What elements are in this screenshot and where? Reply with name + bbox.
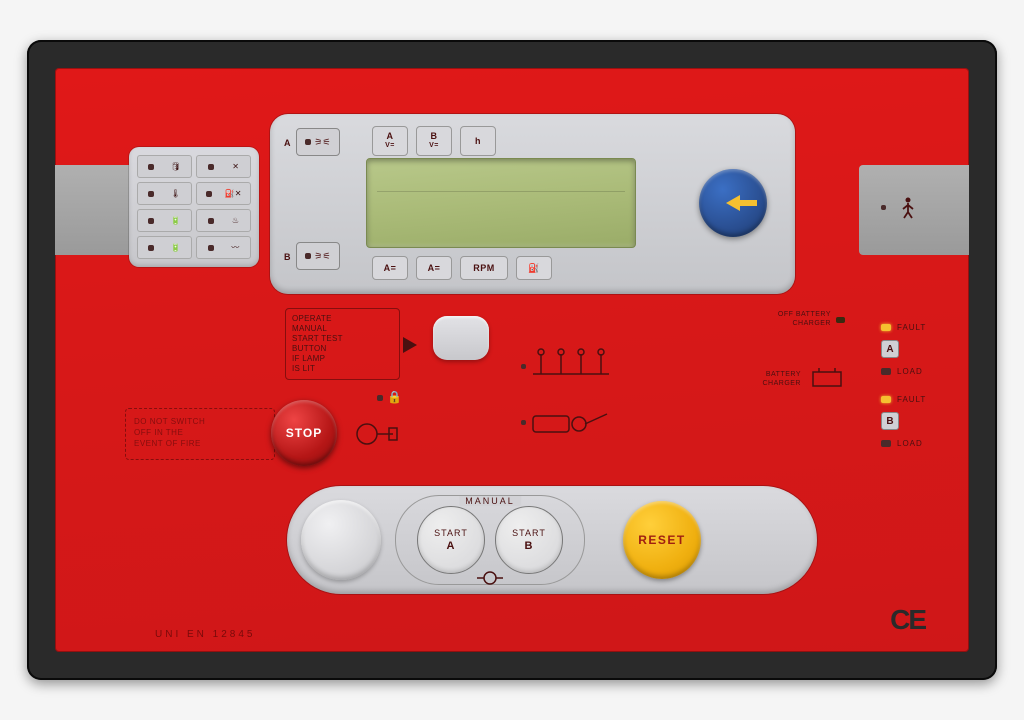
start-a-button[interactable]: START A bbox=[417, 506, 485, 574]
selector-knob[interactable] bbox=[301, 500, 381, 580]
heater-icon: ♨ bbox=[196, 209, 251, 232]
pump-valve-icon bbox=[351, 414, 399, 452]
battery-b-icon: ⚞⚟ bbox=[296, 242, 340, 270]
amps-b-icon: A= bbox=[416, 256, 452, 280]
batt-b-volts-icon: BV= bbox=[416, 126, 452, 156]
operate-l2: MANUAL bbox=[292, 324, 393, 334]
ce-mark: CE bbox=[890, 604, 925, 636]
lcd-bottom-row: A= A= RPM ⛽ bbox=[372, 256, 552, 280]
fuel-x-icon: ⛽✕ bbox=[196, 182, 251, 205]
manual-title: MANUAL bbox=[459, 496, 521, 506]
status-a-badge: A bbox=[881, 340, 899, 358]
load-b-led bbox=[881, 440, 891, 447]
top-section: 🛢 ✕ 🌡 ⛽✕ 🔋 ♨ 🔋 〰 A ⚞⚟ B ⚞⚟ AV= bbox=[55, 120, 969, 260]
engine-icon bbox=[531, 408, 611, 438]
load-b-label: LOAD bbox=[897, 439, 923, 448]
manual-pump-icon bbox=[475, 568, 505, 586]
lock-icon: 🔒 bbox=[377, 390, 402, 404]
lcd-display bbox=[366, 158, 636, 248]
oil-low-icon: 🛢 bbox=[137, 155, 192, 178]
operate-l3: START TEST bbox=[292, 334, 393, 344]
indicator-led-grid: 🛢 ✕ 🌡 ⛽✕ 🔋 ♨ 🔋 〰 bbox=[129, 147, 259, 267]
battery-charger-icon bbox=[811, 366, 845, 390]
operate-l6: IS LIT bbox=[292, 364, 393, 374]
fault-b-led bbox=[881, 396, 891, 403]
operate-instruction-box: OPERATE MANUAL START TEST BUTTON IF LAMP… bbox=[285, 308, 400, 380]
battery-charger-label: BATTERYCHARGER bbox=[762, 370, 801, 388]
off-battery-charger-led bbox=[836, 317, 845, 323]
battery2-icon: 🔋 bbox=[137, 236, 192, 259]
fault-a-led bbox=[881, 324, 891, 331]
load-a-led bbox=[881, 368, 891, 375]
battery-a-icon: ⚞⚟ bbox=[296, 128, 340, 156]
battery-b-label: B bbox=[284, 252, 291, 262]
device-bezel: 🛢 ✕ 🌡 ⛽✕ 🔋 ♨ 🔋 〰 A ⚞⚟ B ⚞⚟ AV= bbox=[27, 40, 997, 680]
manual-start-group: MANUAL START A START B bbox=[395, 495, 585, 585]
reset-label: RESET bbox=[638, 533, 686, 547]
amps-a-icon: A= bbox=[372, 256, 408, 280]
operate-l5: IF LAMP bbox=[292, 354, 393, 364]
stop-button[interactable]: STOP bbox=[271, 400, 337, 466]
start-b-button[interactable]: START B bbox=[495, 506, 563, 574]
lcd-module: A ⚞⚟ B ⚞⚟ AV= BV= h A= A= RPM ⛽ bbox=[270, 114, 795, 294]
off-battery-charger-label: OFF BATTERYCHARGER bbox=[778, 310, 831, 328]
hours-icon: h bbox=[460, 126, 496, 156]
sprinkler-manifold-icon bbox=[531, 348, 611, 382]
stop-label: STOP bbox=[286, 426, 322, 440]
sprinkler-led bbox=[521, 364, 526, 369]
panel-face: 🛢 ✕ 🌡 ⛽✕ 🔋 ♨ 🔋 〰 A ⚞⚟ B ⚞⚟ AV= bbox=[55, 68, 969, 652]
standard-label: UNI EN 12845 bbox=[155, 629, 255, 640]
warn-l1: DO NOT SWITCH bbox=[134, 416, 266, 427]
engine-led bbox=[521, 420, 526, 425]
battery-a-label: A bbox=[284, 138, 291, 148]
rpm-icon: RPM bbox=[460, 256, 508, 280]
operate-l4: BUTTON bbox=[292, 344, 393, 354]
coil-icon: 〰 bbox=[196, 236, 251, 259]
arrow-right-icon bbox=[403, 337, 417, 353]
person-led bbox=[881, 205, 886, 210]
battery-status-stack: FAULT A LOAD FAULT B LOAD bbox=[881, 316, 935, 454]
load-a-label: LOAD bbox=[897, 367, 923, 376]
right-grey-strip bbox=[859, 165, 969, 255]
test-button[interactable] bbox=[433, 316, 489, 360]
operate-l1: OPERATE bbox=[292, 314, 393, 324]
fault-b-label: FAULT bbox=[897, 395, 926, 404]
reset-button[interactable]: RESET bbox=[623, 501, 701, 579]
manual-control-strip: MANUAL START A START B RESET bbox=[287, 486, 817, 594]
temp-icon: 🌡 bbox=[137, 182, 192, 205]
arrow-left-icon bbox=[726, 195, 740, 211]
fire-warning-box: DO NOT SWITCH OFF IN THE EVENT OF FIRE bbox=[125, 408, 275, 460]
person-icon bbox=[901, 197, 915, 219]
status-b-badge: B bbox=[881, 412, 899, 430]
oil-x-icon: ✕ bbox=[196, 155, 251, 178]
lcd-top-row: AV= BV= h bbox=[372, 126, 496, 156]
fault-a-label: FAULT bbox=[897, 323, 926, 332]
enter-button[interactable] bbox=[699, 169, 767, 237]
battery-icon: 🔋 bbox=[137, 209, 192, 232]
batt-a-volts-icon: AV= bbox=[372, 126, 408, 156]
warn-l2: OFF IN THE bbox=[134, 427, 266, 438]
warn-l3: EVENT OF FIRE bbox=[134, 438, 266, 449]
battery-ab-column: A ⚞⚟ B ⚞⚟ bbox=[284, 124, 344, 284]
fuel-pump-icon: ⛽ bbox=[516, 256, 552, 280]
